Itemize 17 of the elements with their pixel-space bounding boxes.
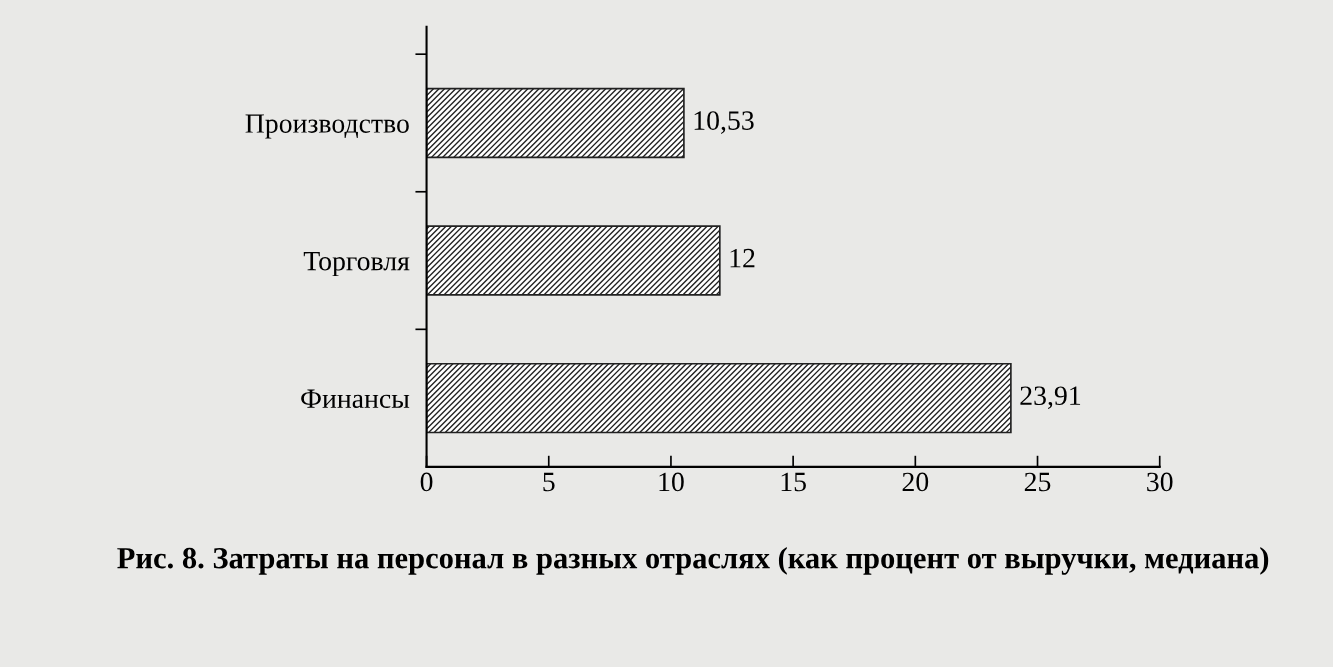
bar	[426, 87, 685, 159]
y-tick-label: Торговля	[303, 251, 410, 277]
bar	[426, 362, 1012, 434]
x-tick-label: 10	[659, 472, 684, 492]
x-tick-label: 20	[902, 472, 929, 492]
x-tick-label: 0	[420, 472, 433, 492]
x-tick-label: 25	[1024, 472, 1051, 492]
bar	[426, 225, 721, 296]
x-tick-label: 30	[1147, 472, 1173, 492]
data-label: 12	[730, 248, 755, 268]
y-tick-label: Производство	[245, 114, 409, 139]
x-tick-label: 5	[543, 472, 555, 492]
text: Рис. 8. Затраты на персонал в разных отраслях (как процент от выручки, медиана)	[117, 546, 1269, 575]
data-label: 23,91	[1020, 386, 1081, 410]
y-tick-label: Финансы	[301, 389, 410, 409]
x-tick-label: 15	[781, 472, 806, 492]
data-label: 10,53	[694, 111, 754, 134]
